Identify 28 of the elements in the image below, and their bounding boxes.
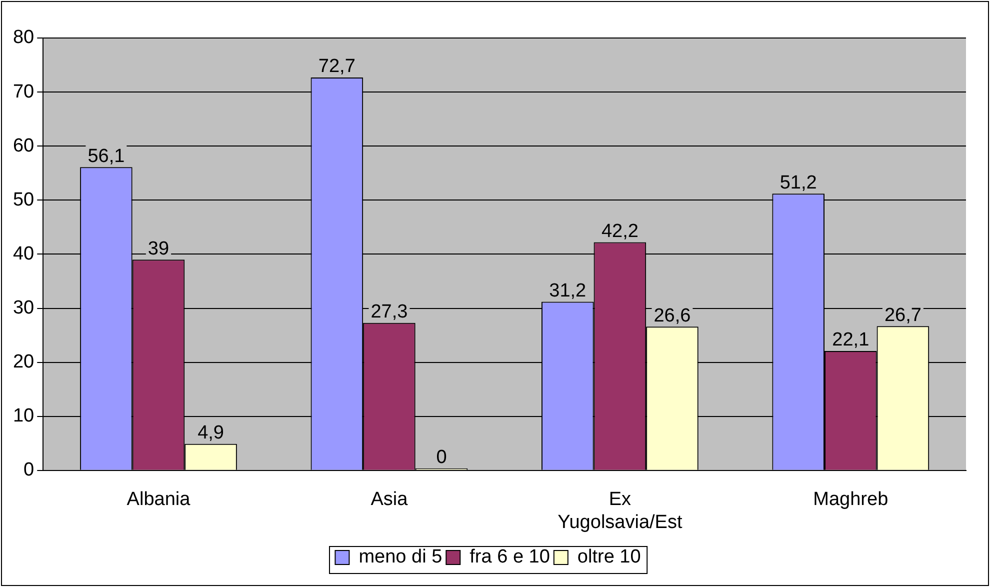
x-tick-label: Maghreb [813, 489, 888, 510]
legend-label: oltre 10 [577, 546, 641, 568]
y-tick-label: 40 [12, 243, 34, 264]
data-label: 22,1 [832, 330, 870, 351]
y-tick-label: 0 [24, 460, 34, 481]
y-tick-label: 20 [12, 352, 34, 373]
data-label: 26,7 [884, 304, 922, 326]
data-label: 26,6 [654, 305, 691, 326]
data-label: 51,2 [780, 172, 817, 194]
data-label: 56,1 [88, 146, 125, 167]
x-tick-label: Albania [126, 489, 191, 510]
data-label: 31,2 [549, 280, 586, 302]
y-tick-label: 70 [12, 81, 34, 102]
y-tick-label: 30 [12, 297, 34, 318]
data-label: 0 [436, 447, 447, 468]
data-label: 27,3 [370, 302, 408, 323]
y-tick-label: 10 [12, 406, 34, 427]
legend-label: meno di 5 [358, 546, 442, 568]
data-label: 39 [148, 238, 170, 260]
x-tick-label: Asia [370, 489, 408, 510]
data-label: 42,2 [601, 221, 638, 242]
y-tick-label: 50 [12, 189, 34, 210]
x-tick-label: Ex Yugolsavia/Est [558, 489, 683, 533]
y-tick-label: 80 [12, 27, 34, 48]
legend-label: fra 6 e 10 [470, 546, 550, 568]
y-tick-label: 60 [12, 135, 34, 156]
data-label: 4,9 [198, 422, 224, 444]
data-label: 72,7 [318, 56, 356, 78]
